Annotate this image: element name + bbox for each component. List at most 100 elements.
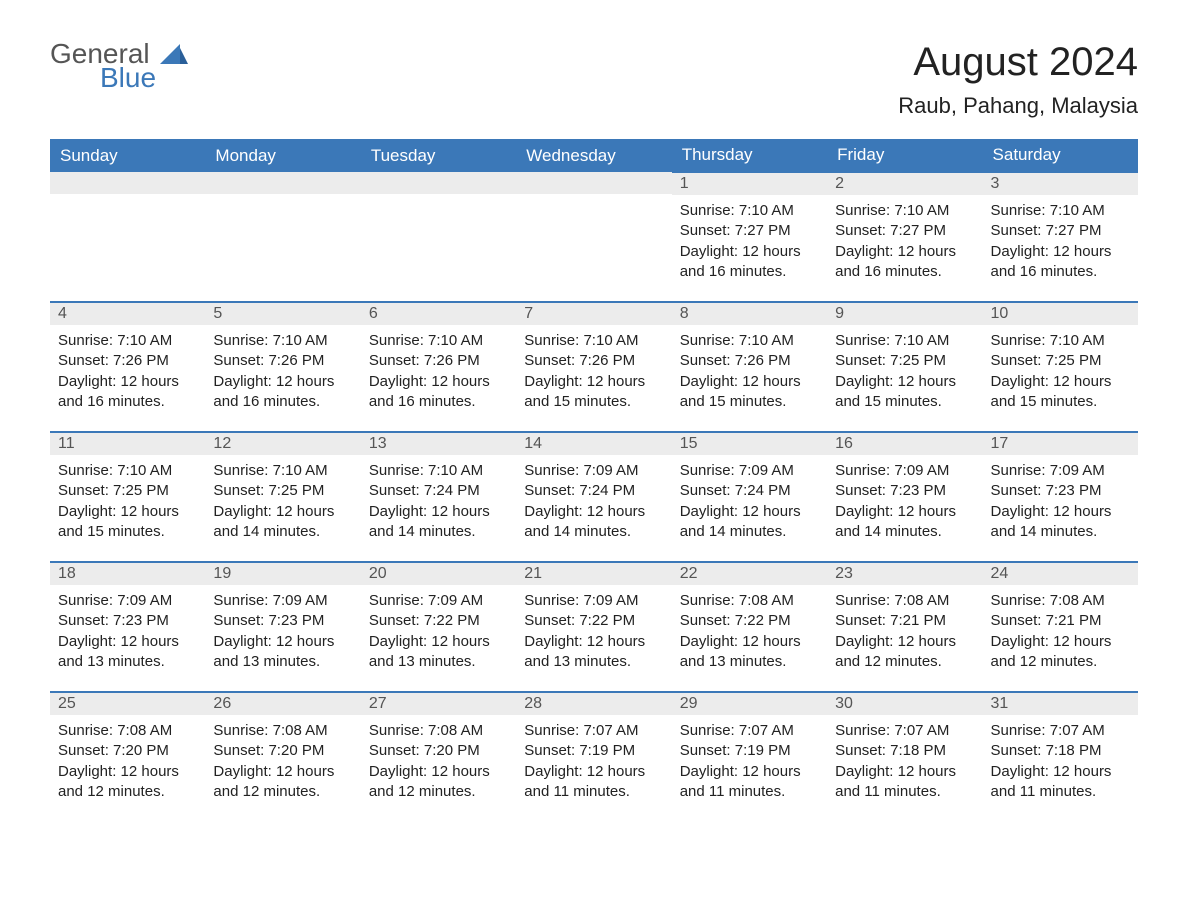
daylight-line: Daylight: 12 hours and 14 minutes.	[680, 502, 819, 543]
sunset-line: Sunset: 7:25 PM	[991, 351, 1130, 371]
day-number: 26	[205, 693, 360, 715]
daylight-line: Daylight: 12 hours and 14 minutes.	[369, 502, 508, 543]
daylight-line: Daylight: 12 hours and 13 minutes.	[213, 632, 352, 673]
day-number: 24	[983, 563, 1138, 585]
day-number: 22	[672, 563, 827, 585]
calendar-week: 25Sunrise: 7:08 AMSunset: 7:20 PMDayligh…	[50, 692, 1138, 822]
daylight-value: 12 hours and 15 minutes.	[524, 373, 645, 410]
sunset-line: Sunset: 7:21 PM	[991, 611, 1130, 631]
daylight-line: Daylight: 12 hours and 11 minutes.	[991, 762, 1130, 803]
day-body: Sunrise: 7:10 AMSunset: 7:27 PMDaylight:…	[983, 195, 1138, 286]
sunrise-line: Sunrise: 7:10 AM	[213, 331, 352, 351]
calendar-day: 28Sunrise: 7:07 AMSunset: 7:19 PMDayligh…	[516, 692, 671, 822]
daylight-line: Daylight: 12 hours and 15 minutes.	[58, 502, 197, 543]
daylight-line: Daylight: 12 hours and 11 minutes.	[524, 762, 663, 803]
daylight-value: 12 hours and 12 minutes.	[991, 633, 1112, 670]
calendar-day: 13Sunrise: 7:10 AMSunset: 7:24 PMDayligh…	[361, 432, 516, 562]
calendar-day: 2Sunrise: 7:10 AMSunset: 7:27 PMDaylight…	[827, 172, 982, 302]
calendar-day: 24Sunrise: 7:08 AMSunset: 7:21 PMDayligh…	[983, 562, 1138, 692]
sunset-value: 7:25 PM	[890, 352, 946, 369]
day-body: Sunrise: 7:08 AMSunset: 7:20 PMDaylight:…	[361, 715, 516, 806]
daylight-line: Daylight: 12 hours and 13 minutes.	[369, 632, 508, 673]
daylight-value: 12 hours and 16 minutes.	[58, 373, 179, 410]
weekday-header: Wednesday	[516, 139, 671, 172]
calendar-empty	[205, 172, 360, 302]
sunset-line: Sunset: 7:23 PM	[213, 611, 352, 631]
sunrise-line: Sunrise: 7:10 AM	[991, 201, 1130, 221]
sunrise-value: 7:10 AM	[273, 462, 328, 479]
sunrise-value: 7:10 AM	[894, 332, 949, 349]
sunrise-line: Sunrise: 7:10 AM	[58, 461, 197, 481]
calendar-day: 29Sunrise: 7:07 AMSunset: 7:19 PMDayligh…	[672, 692, 827, 822]
weekday-header: Saturday	[983, 139, 1138, 172]
sunset-line: Sunset: 7:27 PM	[680, 221, 819, 241]
sunrise-value: 7:07 AM	[1050, 722, 1105, 739]
sunrise-value: 7:10 AM	[739, 202, 794, 219]
day-number: 23	[827, 563, 982, 585]
daylight-value: 12 hours and 15 minutes.	[991, 373, 1112, 410]
daylight-line: Daylight: 12 hours and 16 minutes.	[835, 242, 974, 283]
sunrise-line: Sunrise: 7:10 AM	[524, 331, 663, 351]
day-body: Sunrise: 7:10 AMSunset: 7:26 PMDaylight:…	[516, 325, 671, 416]
sunrise-line: Sunrise: 7:09 AM	[213, 591, 352, 611]
sunset-value: 7:23 PM	[268, 612, 324, 629]
calendar-table: SundayMondayTuesdayWednesdayThursdayFrid…	[50, 139, 1138, 822]
sunrise-line: Sunrise: 7:08 AM	[58, 721, 197, 741]
calendar-day: 6Sunrise: 7:10 AMSunset: 7:26 PMDaylight…	[361, 302, 516, 432]
daylight-value: 12 hours and 14 minutes.	[524, 503, 645, 540]
sunrise-line: Sunrise: 7:09 AM	[369, 591, 508, 611]
sunset-line: Sunset: 7:26 PM	[369, 351, 508, 371]
sunrise-value: 7:08 AM	[428, 722, 483, 739]
sunset-value: 7:26 PM	[579, 352, 635, 369]
sunset-line: Sunset: 7:24 PM	[369, 481, 508, 501]
sunset-line: Sunset: 7:25 PM	[835, 351, 974, 371]
sunset-line: Sunset: 7:25 PM	[58, 481, 197, 501]
sunrise-line: Sunrise: 7:10 AM	[680, 201, 819, 221]
sunset-line: Sunset: 7:24 PM	[524, 481, 663, 501]
daylight-line: Daylight: 12 hours and 15 minutes.	[835, 372, 974, 413]
day-number: 18	[50, 563, 205, 585]
empty-strip	[205, 172, 360, 194]
sunset-value: 7:24 PM	[424, 482, 480, 499]
sunrise-value: 7:08 AM	[117, 722, 172, 739]
day-number: 30	[827, 693, 982, 715]
day-body: Sunrise: 7:10 AMSunset: 7:27 PMDaylight:…	[827, 195, 982, 286]
sunset-value: 7:23 PM	[890, 482, 946, 499]
daylight-line: Daylight: 12 hours and 16 minutes.	[369, 372, 508, 413]
sunrise-line: Sunrise: 7:08 AM	[369, 721, 508, 741]
sunset-line: Sunset: 7:23 PM	[58, 611, 197, 631]
day-body: Sunrise: 7:10 AMSunset: 7:25 PMDaylight:…	[50, 455, 205, 546]
calendar-week: 1Sunrise: 7:10 AMSunset: 7:27 PMDaylight…	[50, 172, 1138, 302]
sunrise-value: 7:09 AM	[117, 592, 172, 609]
daylight-line: Daylight: 12 hours and 16 minutes.	[991, 242, 1130, 283]
day-number: 25	[50, 693, 205, 715]
day-body: Sunrise: 7:10 AMSunset: 7:27 PMDaylight:…	[672, 195, 827, 286]
location-subtitle: Raub, Pahang, Malaysia	[898, 93, 1138, 119]
sunset-line: Sunset: 7:20 PM	[369, 741, 508, 761]
sunset-line: Sunset: 7:27 PM	[991, 221, 1130, 241]
sunrise-line: Sunrise: 7:10 AM	[369, 331, 508, 351]
daylight-line: Daylight: 12 hours and 12 minutes.	[991, 632, 1130, 673]
day-body: Sunrise: 7:09 AMSunset: 7:23 PMDaylight:…	[50, 585, 205, 676]
sunset-value: 7:24 PM	[735, 482, 791, 499]
sunset-value: 7:20 PM	[113, 742, 169, 759]
sunset-line: Sunset: 7:23 PM	[991, 481, 1130, 501]
calendar-day: 9Sunrise: 7:10 AMSunset: 7:25 PMDaylight…	[827, 302, 982, 432]
daylight-line: Daylight: 12 hours and 13 minutes.	[58, 632, 197, 673]
sunset-line: Sunset: 7:26 PM	[524, 351, 663, 371]
daylight-value: 12 hours and 11 minutes.	[991, 763, 1112, 800]
sunrise-value: 7:09 AM	[583, 592, 638, 609]
day-body: Sunrise: 7:10 AMSunset: 7:26 PMDaylight:…	[361, 325, 516, 416]
calendar-day: 31Sunrise: 7:07 AMSunset: 7:18 PMDayligh…	[983, 692, 1138, 822]
day-number: 21	[516, 563, 671, 585]
day-number: 9	[827, 303, 982, 325]
sunrise-value: 7:10 AM	[117, 332, 172, 349]
sunset-line: Sunset: 7:20 PM	[58, 741, 197, 761]
sunrise-line: Sunrise: 7:10 AM	[58, 331, 197, 351]
sunrise-value: 7:10 AM	[117, 462, 172, 479]
day-body: Sunrise: 7:09 AMSunset: 7:24 PMDaylight:…	[516, 455, 671, 546]
calendar-week: 11Sunrise: 7:10 AMSunset: 7:25 PMDayligh…	[50, 432, 1138, 562]
sunset-line: Sunset: 7:26 PM	[680, 351, 819, 371]
day-number: 10	[983, 303, 1138, 325]
day-body: Sunrise: 7:10 AMSunset: 7:25 PMDaylight:…	[827, 325, 982, 416]
